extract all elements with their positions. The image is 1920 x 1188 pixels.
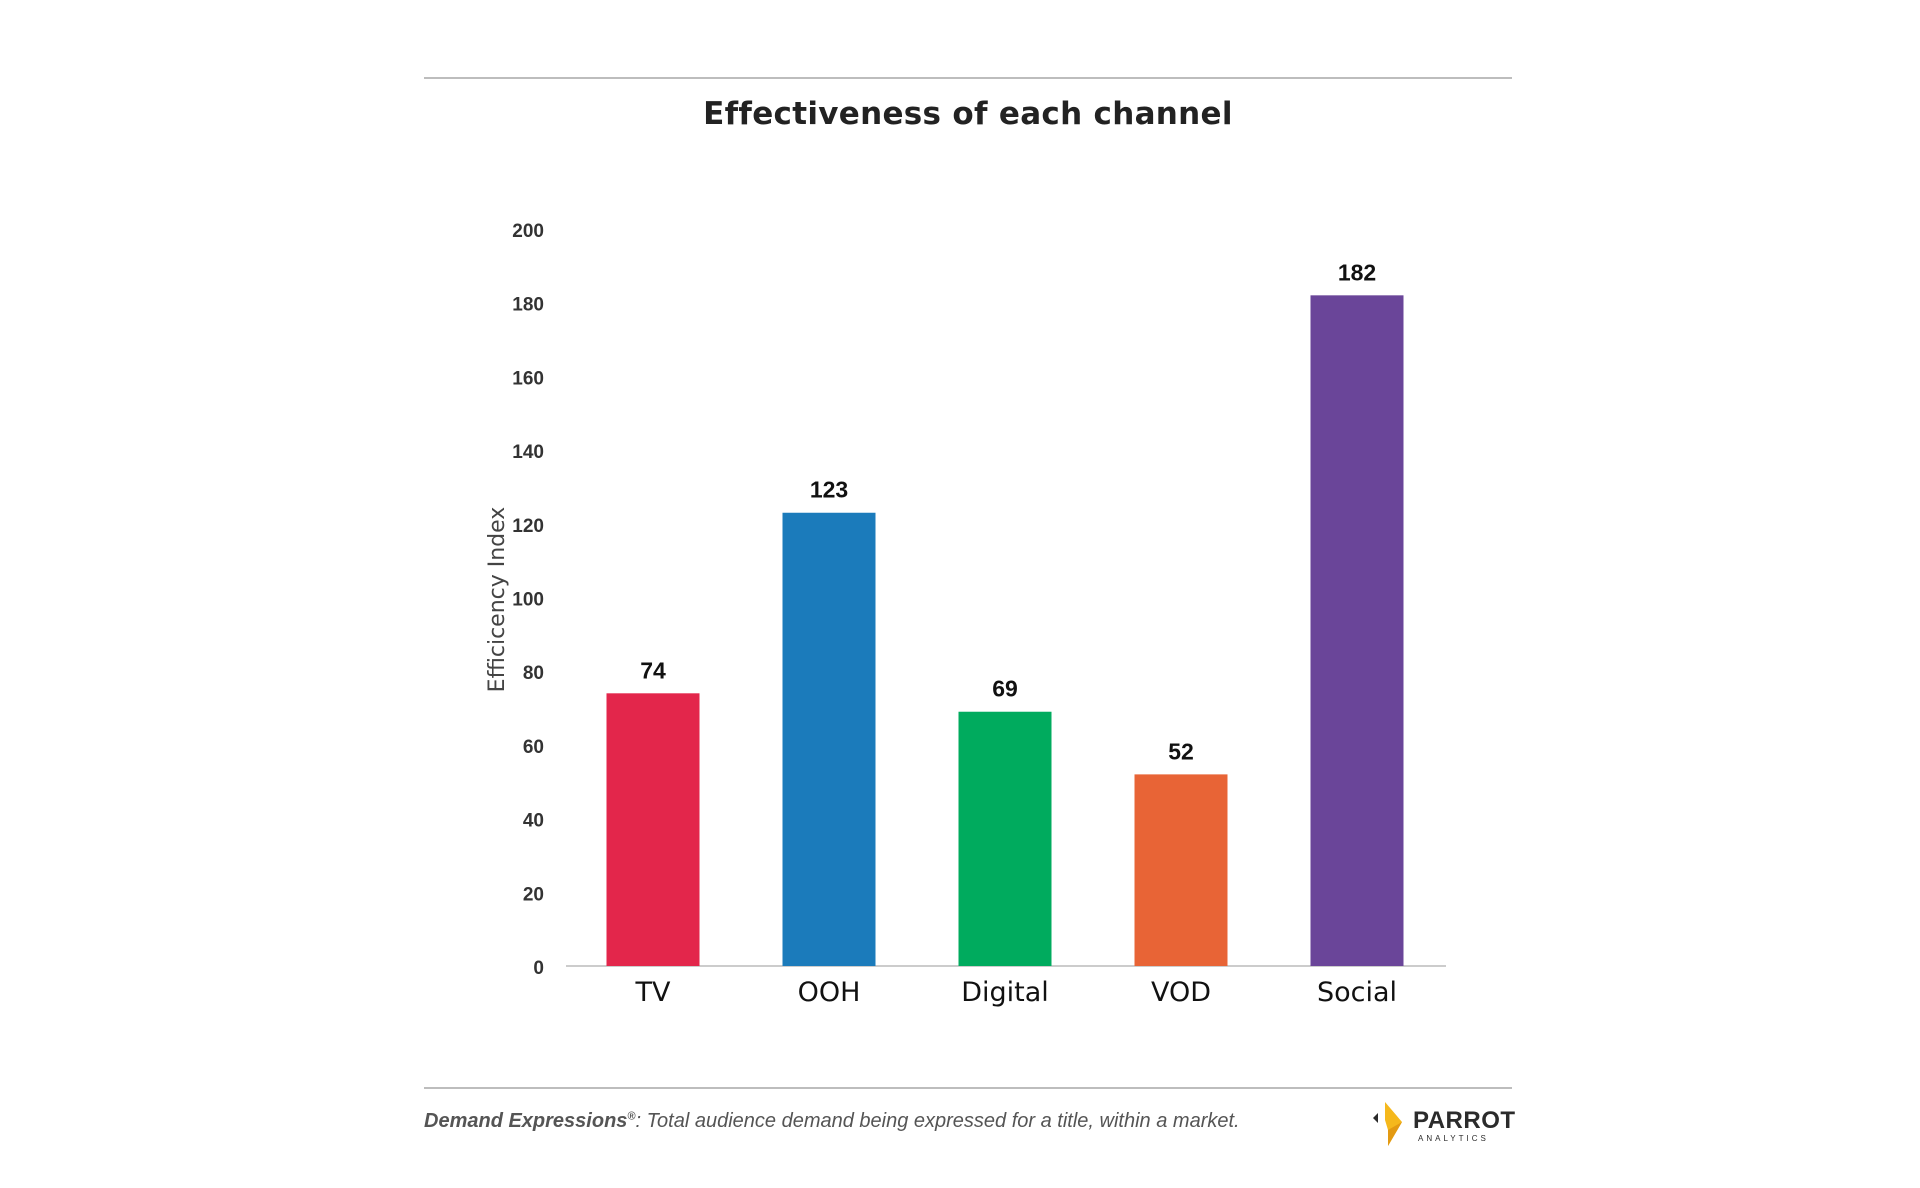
y-tick-label: 0 (533, 958, 544, 979)
bar-tv (606, 693, 700, 966)
bottom-divider (424, 1087, 1512, 1089)
logo-name: PARROT (1413, 1107, 1516, 1134)
footer-definition-text: : Total audience demand being expressed … (635, 1110, 1240, 1132)
y-tick-label: 140 (512, 442, 544, 463)
bar-social (1310, 295, 1404, 967)
data-label: 123 (810, 477, 848, 503)
y-tick-label: 160 (512, 368, 544, 389)
chart-title: Effectiveness of each channel (703, 96, 1233, 132)
logo-subtitle: ANALYTICS (1418, 1134, 1489, 1143)
x-tick-label: TV (635, 977, 671, 1008)
y-tick-label: 40 (523, 811, 544, 832)
x-tick-label: OOH (798, 977, 861, 1008)
y-tick-label: 120 (512, 516, 544, 537)
y-tick-label: 60 (523, 737, 544, 758)
data-label: 182 (1338, 259, 1376, 285)
bar-ooh (782, 512, 876, 966)
x-tick-label: Digital (961, 977, 1049, 1008)
y-axis-title: Efficicency Index (485, 507, 510, 693)
top-divider (424, 77, 1512, 79)
registered-mark: ® (627, 1110, 636, 1123)
y-tick-label: 180 (512, 295, 544, 316)
y-tick-label: 20 (523, 884, 544, 905)
bar-digital (958, 711, 1052, 966)
parrot-analytics-logo: PARROT ANALYTICS (1366, 1100, 1516, 1148)
bar-vod (1134, 774, 1228, 966)
x-tick-label: VOD (1151, 977, 1211, 1008)
y-tick-label: 100 (512, 590, 544, 611)
parrot-logo-icon (1373, 1102, 1402, 1146)
y-tick-label: 80 (523, 663, 544, 684)
data-label: 69 (992, 676, 1018, 702)
data-label: 74 (640, 657, 666, 683)
x-tick-label: Social (1317, 977, 1397, 1008)
footer-definition: Demand Expressions®: Total audience dema… (424, 1110, 1240, 1133)
data-label: 52 (1168, 738, 1194, 764)
y-tick-label: 200 (512, 221, 544, 242)
footer-term: Demand Expressions (424, 1110, 628, 1132)
